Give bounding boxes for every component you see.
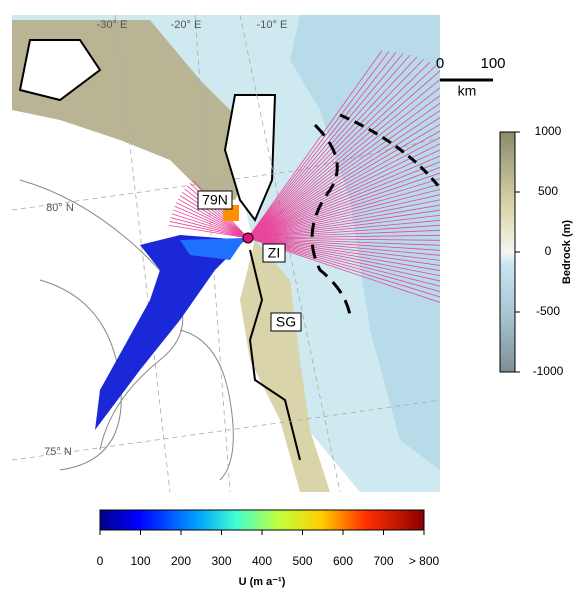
flowline [184,188,249,239]
flowline [247,50,383,239]
velocity-colorbar [99,509,425,531]
flowline [247,87,440,239]
lat-label: 80° N [46,202,74,214]
colorbar-tick-label: 400 [252,554,272,568]
flowline [177,198,249,239]
lon-label: -20° E [171,19,202,31]
flowline [247,130,440,239]
flowline [247,79,440,239]
flowline [171,213,249,239]
flowline [247,61,431,239]
colorbar-tick-label: 600 [333,554,353,568]
scale-unit: km [458,83,477,99]
bedrock-colorbar [499,131,516,373]
place-label: SG [276,314,296,330]
colorbar-tick-label: 200 [171,554,191,568]
flowline [247,117,440,239]
colorbar-label: Bedrock (m) [561,220,573,285]
flowline [247,237,440,251]
flowline [247,59,424,239]
lon-label: -10° E [257,19,288,31]
flowline [247,137,440,239]
flowline [247,178,440,239]
map-area [12,15,440,492]
flowline [179,195,249,239]
colorbar-tick-label: 1000 [535,124,562,138]
flowline [247,53,404,239]
flowline [247,161,440,239]
flowline [247,172,440,239]
flowline [247,237,440,266]
colorbar-tick-label: -1000 [533,364,564,378]
flowline [247,219,440,239]
lon-label: -30° E [97,19,128,31]
flowline [170,217,249,239]
flowline [247,237,440,246]
flowline [247,214,440,239]
colorbar-tick-label: 0 [545,244,552,258]
flowline [247,54,411,239]
flowline [247,204,440,239]
flowline [247,65,437,239]
flowline [247,70,440,239]
scale-tick-label: 0 [436,55,444,72]
flowline [247,52,397,239]
colorbar-tick-label: > 800 [409,554,440,568]
flowline [247,237,440,241]
flowline [169,221,249,239]
flowline [247,143,440,239]
place-label: 79N [202,192,228,208]
flowline [174,205,249,239]
flowline [172,209,249,239]
flowline [168,224,249,239]
scale-tick-label: 100 [480,55,505,72]
flowline [247,194,440,239]
place-label: ZI [268,245,280,261]
colorbar-tick-label: 300 [211,554,231,568]
colorbar-tick-label: -500 [536,304,560,318]
flowline [182,191,249,239]
colorbar-tick-label: 0 [97,554,104,568]
flowline [247,167,440,239]
flowline [247,237,440,256]
flowline [247,237,440,261]
flowline [247,209,440,239]
flowline [186,185,249,239]
colorbar-label: U (m a⁻¹) [239,576,286,588]
flowline [247,229,440,239]
flowline [247,224,440,239]
flowline [247,149,440,239]
colorbar-tick-label: 500 [292,554,312,568]
lat-label: 75° N [44,446,72,458]
flowline [247,199,440,239]
flowline [247,95,440,239]
colorbar-tick-label: 700 [373,554,393,568]
colorbar-tick-label: 100 [130,554,150,568]
colorbar-tick-label: 500 [538,184,558,198]
flowline [247,51,390,239]
flowline [247,110,440,239]
flowline [247,183,440,239]
flowline [247,188,440,239]
flowline [247,234,440,239]
flowline [247,124,440,239]
flowline [247,102,440,239]
flowline [247,155,440,239]
flowline [176,202,249,239]
